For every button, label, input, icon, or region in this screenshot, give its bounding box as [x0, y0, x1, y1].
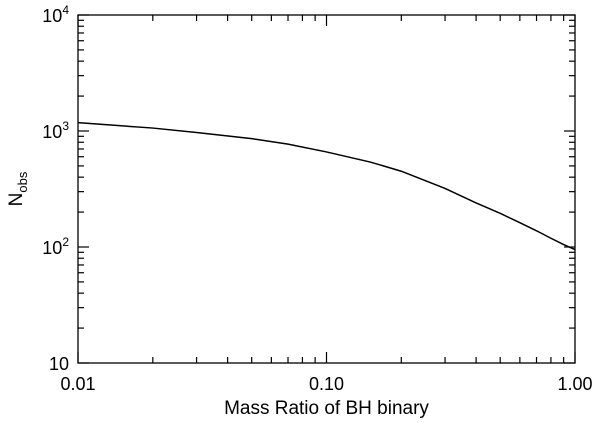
- series-line: [77, 121, 576, 251]
- y-axis-label: Nobs: [6, 171, 30, 206]
- x-tick-label: 0.01: [60, 374, 95, 394]
- y-axis-label-base: N: [6, 193, 27, 207]
- x-tick-label: 0.10: [309, 374, 344, 394]
- y-tick-label: 10: [49, 354, 69, 374]
- axis-tick-labels: 0.01 0.10 1.00 10 102 103 104: [42, 3, 592, 394]
- y-axis-label-subscript: obs: [15, 171, 30, 192]
- y-tick-label: 102: [42, 235, 69, 258]
- axis-ticks: [77, 14, 576, 364]
- x-axis-label: Mass Ratio of BH binary: [224, 398, 429, 419]
- plot-frame: [77, 14, 576, 364]
- x-tick-label: 1.00: [557, 374, 592, 394]
- y-tick-label: 103: [42, 119, 69, 142]
- y-tick-label: 104: [42, 3, 69, 26]
